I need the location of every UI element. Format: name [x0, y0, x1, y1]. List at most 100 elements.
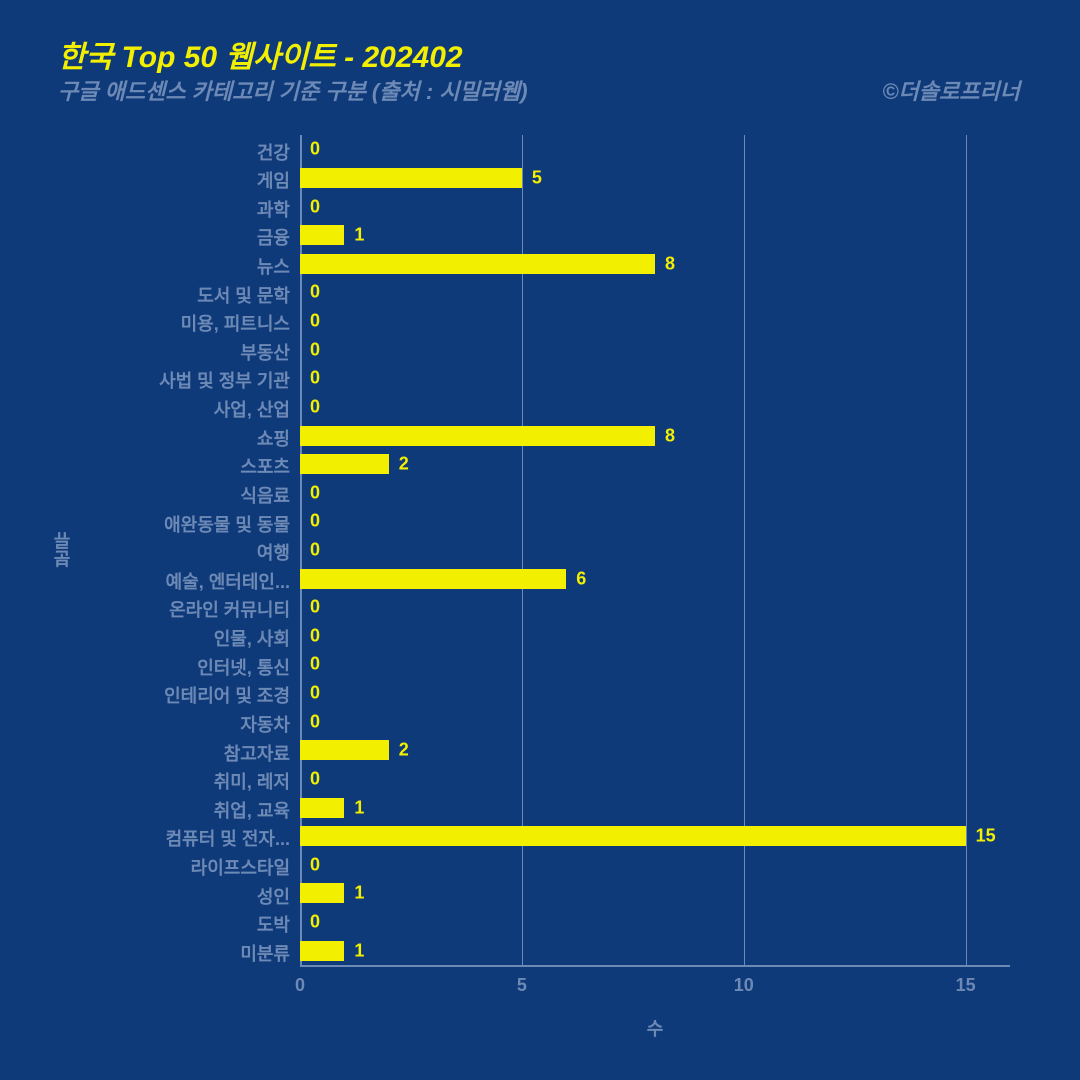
- bar-row: 0: [300, 368, 1010, 388]
- category-label: 도서 및 문학: [197, 282, 290, 308]
- bar-value-label: 1: [344, 797, 364, 818]
- bar-row: 8: [300, 254, 1010, 274]
- category-label: 도박: [257, 911, 290, 937]
- x-axis-line: [300, 965, 1010, 967]
- category-label: 과학: [257, 196, 290, 222]
- category-label: 사업, 산업: [214, 396, 290, 422]
- bar: 8: [300, 254, 655, 274]
- chart-subtitle: 구글 애드센스 카테고리 기준 구분 (출처 : 시밀러웹): [58, 74, 528, 106]
- bar: 6: [300, 569, 566, 589]
- x-axis-label: 수: [647, 1015, 664, 1041]
- bar: 2: [300, 740, 389, 760]
- bar-value-label: 0: [300, 711, 320, 732]
- bar: 1: [300, 941, 344, 961]
- bar-value-label: 0: [300, 339, 320, 360]
- bar-row: 0: [300, 197, 1010, 217]
- bar-row: 0: [300, 683, 1010, 703]
- bar-value-label: 0: [300, 311, 320, 332]
- bar-value-label: 8: [655, 425, 675, 446]
- category-label: 미용, 피트니스: [181, 310, 290, 336]
- bar: 1: [300, 883, 344, 903]
- chart-title: 한국 Top 50 웹사이트 - 202402: [58, 32, 463, 76]
- bar-row: 1: [300, 225, 1010, 245]
- category-label: 식음료: [240, 482, 290, 508]
- category-label: 게임: [257, 167, 290, 193]
- bar-value-label: 2: [389, 454, 409, 475]
- bar-row: 0: [300, 340, 1010, 360]
- bar-value-label: 0: [300, 368, 320, 389]
- bar: 5: [300, 168, 522, 188]
- category-label: 인테리어 및 조경: [164, 682, 290, 708]
- bar-value-label: 1: [344, 225, 364, 246]
- bar-row: 6: [300, 569, 1010, 589]
- category-label: 부동산: [240, 339, 290, 365]
- category-label: 금융: [257, 224, 290, 250]
- bar-row: 1: [300, 883, 1010, 903]
- bar-row: 8: [300, 426, 1010, 446]
- category-label: 자동차: [240, 711, 290, 737]
- bar-value-label: 0: [300, 768, 320, 789]
- bar: 15: [300, 826, 966, 846]
- bar-value-label: 0: [300, 282, 320, 303]
- bar-value-label: 1: [344, 883, 364, 904]
- bar-row: 0: [300, 511, 1010, 531]
- bar-row: 0: [300, 540, 1010, 560]
- bar-value-label: 0: [300, 396, 320, 417]
- category-label: 예술, 엔터테인...: [166, 568, 290, 594]
- bar: 1: [300, 798, 344, 818]
- bar-row: 0: [300, 282, 1010, 302]
- bar-row: 0: [300, 483, 1010, 503]
- category-label: 성인: [257, 883, 290, 909]
- category-label: 건강: [257, 139, 290, 165]
- bar-row: 0: [300, 397, 1010, 417]
- bar-value-label: 5: [522, 167, 542, 188]
- category-label: 스포츠: [240, 453, 290, 479]
- bar-value-label: 0: [300, 625, 320, 646]
- bar: 2: [300, 454, 389, 474]
- category-label: 여행: [257, 539, 290, 565]
- bar-value-label: 0: [300, 196, 320, 217]
- bar-value-label: 6: [566, 568, 586, 589]
- bar-row: 0: [300, 912, 1010, 932]
- bar-value-label: 1: [344, 940, 364, 961]
- category-label: 미분류: [240, 940, 290, 966]
- category-label: 참고자료: [224, 740, 290, 766]
- bar-row: 0: [300, 311, 1010, 331]
- bar-row: 0: [300, 855, 1010, 875]
- bar-value-label: 0: [300, 482, 320, 503]
- category-label: 뉴스: [257, 253, 290, 279]
- x-tick-label: 10: [734, 975, 754, 996]
- category-label: 온라인 커뮤니티: [169, 596, 290, 622]
- category-label: 쇼핑: [257, 425, 290, 451]
- bar-row: 1: [300, 798, 1010, 818]
- chart-plot-area: 050180000082000600000201150101: [300, 135, 1010, 965]
- bar-value-label: 0: [300, 597, 320, 618]
- category-label: 애완동물 및 동물: [164, 511, 290, 537]
- y-axis-label: 분류: [50, 532, 76, 568]
- bar-row: 0: [300, 654, 1010, 674]
- category-label: 라이프스타일: [191, 854, 290, 880]
- bar-value-label: 0: [300, 854, 320, 875]
- bar-row: 0: [300, 769, 1010, 789]
- x-tick-label: 0: [295, 975, 305, 996]
- category-label: 사법 및 정부 기관: [159, 367, 290, 393]
- category-label: 컴퓨터 및 전자...: [166, 825, 290, 851]
- bar-value-label: 2: [389, 740, 409, 761]
- bar-row: 2: [300, 454, 1010, 474]
- bar-row: 0: [300, 712, 1010, 732]
- category-label: 인물, 사회: [214, 625, 290, 651]
- category-label: 취업, 교육: [214, 797, 290, 823]
- bar-row: 0: [300, 139, 1010, 159]
- bar-value-label: 8: [655, 253, 675, 274]
- category-label: 취미, 레저: [214, 768, 290, 794]
- bar-row: 2: [300, 740, 1010, 760]
- bar-row: 15: [300, 826, 1010, 846]
- bar-value-label: 0: [300, 539, 320, 560]
- bar-value-label: 15: [966, 826, 996, 847]
- chart-credit: ©더솔로프리너: [882, 74, 1020, 106]
- bar-value-label: 0: [300, 511, 320, 532]
- bar-row: 1: [300, 941, 1010, 961]
- bar-row: 0: [300, 626, 1010, 646]
- bar-row: 0: [300, 597, 1010, 617]
- bar: 8: [300, 426, 655, 446]
